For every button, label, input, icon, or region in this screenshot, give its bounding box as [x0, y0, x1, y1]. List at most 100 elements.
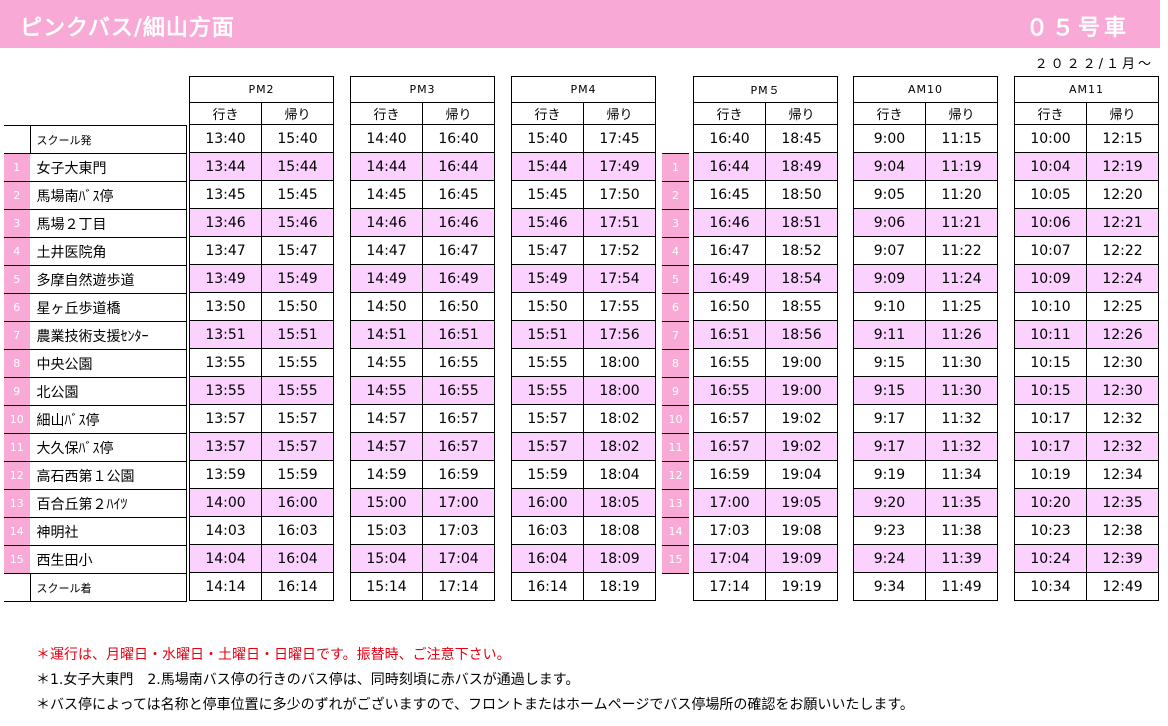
pm5-number-row: 9	[662, 377, 689, 406]
return-time: 16:03	[261, 516, 334, 545]
stop-number: 8	[4, 349, 31, 378]
outbound-time: 13:57	[189, 432, 262, 461]
outbound-time: 14:46	[350, 208, 423, 237]
timetable-pm4: PM4 行き 帰り 15:40 17:45 15:44 17:49 15:45 17:50 15:…	[511, 76, 656, 601]
outbound-time: 15:40	[511, 124, 584, 153]
return-time: 17:52	[583, 236, 656, 265]
time-row: 14:59 16:59	[350, 460, 495, 489]
stop-row: 4 土井医院角	[4, 237, 187, 266]
outbound-time: 10:06	[1014, 208, 1087, 237]
stop-row: 6 星ヶ丘歩道橋	[4, 293, 187, 322]
return-time: 18:02	[583, 432, 656, 461]
time-row: 9:17 11:32	[853, 404, 998, 433]
return-time: 16:40	[422, 124, 495, 153]
time-row: 14:03 16:03	[189, 516, 334, 545]
outbound-time: 14:00	[189, 488, 262, 517]
direction-header-row: 行き 帰り	[693, 102, 838, 125]
return-time: 17:45	[583, 124, 656, 153]
time-row: 16:55 19:00	[693, 348, 838, 377]
outbound-time: 13:55	[189, 376, 262, 405]
time-row: 15:14 17:14	[350, 572, 495, 601]
time-row: 9:23 11:38	[853, 516, 998, 545]
time-row: 9:06 11:21	[853, 208, 998, 237]
outbound-time: 13:44	[189, 152, 262, 181]
effective-date: ２０２２/１月～	[1034, 57, 1154, 72]
outbound-time: 13:59	[189, 460, 262, 489]
time-row: 9:15 11:30	[853, 348, 998, 377]
pm5-number-row: 7	[662, 321, 689, 350]
page-header: ピンクバス/細山方面 ０５号車	[0, 0, 1160, 48]
slot-label: PM５	[693, 76, 838, 103]
stop-number: 14	[662, 517, 689, 546]
time-row: 14:40 16:40	[350, 124, 495, 153]
pm5-number-row: 14	[662, 517, 689, 546]
return-time: 17:04	[422, 544, 495, 573]
return-time: 18:04	[583, 460, 656, 489]
return-time: 12:32	[1086, 432, 1159, 461]
return-time: 12:30	[1086, 376, 1159, 405]
outbound-time: 14:51	[350, 320, 423, 349]
return-time: 19:02	[765, 404, 838, 433]
stop-name: 女子大東門	[29, 153, 187, 182]
return-time: 16:55	[422, 348, 495, 377]
pm5-number-row: 5	[662, 265, 689, 294]
stop-name: 星ヶ丘歩道橋	[29, 293, 187, 322]
outbound-time: 10:23	[1014, 516, 1087, 545]
stop-number: 3	[4, 209, 31, 238]
return-time: 18:08	[583, 516, 656, 545]
stop-name: 馬場２丁目	[29, 209, 187, 238]
time-row: 15:47 17:52	[511, 236, 656, 265]
pm5-number-row: 1	[662, 153, 689, 182]
return-time: 18:02	[583, 404, 656, 433]
return-time: 16:57	[422, 432, 495, 461]
stop-name: 農業技術支援ｾﾝﾀｰ	[29, 321, 187, 350]
return-time: 11:39	[925, 544, 998, 573]
outbound-time: 10:04	[1014, 152, 1087, 181]
outbound-time: 9:11	[853, 320, 926, 349]
outbound-time: 9:00	[853, 124, 926, 153]
return-time: 17:51	[583, 208, 656, 237]
outbound-time: 17:14	[693, 572, 766, 601]
stop-number: 5	[4, 265, 31, 294]
outbound-time: 15:47	[511, 236, 584, 265]
time-row: 16:50 18:55	[693, 292, 838, 321]
stop-row: 8 中央公園	[4, 349, 187, 378]
outbound-time: 14:55	[350, 348, 423, 377]
time-row: 10:09 12:24	[1014, 264, 1159, 293]
direction-go-label: 行き	[853, 102, 926, 125]
stop-number: 1	[4, 153, 31, 182]
time-row: 16:14 18:19	[511, 572, 656, 601]
return-time: 15:51	[261, 320, 334, 349]
slot-label: PM3	[350, 76, 495, 103]
red-bus-note: ＊1.女子大東門 2.馬場南バス停の行きのバス停は、同時刻頃に赤バスが通過します…	[36, 672, 580, 688]
time-row: 15:03 17:03	[350, 516, 495, 545]
time-row: 10:15 12:30	[1014, 348, 1159, 377]
direction-go-label: 行き	[1014, 102, 1087, 125]
time-row: 14:04 16:04	[189, 544, 334, 573]
outbound-time: 15:49	[511, 264, 584, 293]
stop-number: 11	[4, 433, 31, 462]
pm5-number-row: 6	[662, 293, 689, 322]
time-row: 9:19 11:34	[853, 460, 998, 489]
outbound-time: 10:17	[1014, 432, 1087, 461]
outbound-time: 13:55	[189, 348, 262, 377]
timetable-pm2: PM2 行き 帰り 13:40 15:40 13:44 15:44 13:45 15:45 13:…	[189, 76, 334, 601]
direction-go-label: 行き	[189, 102, 262, 125]
time-row: 9:11 11:26	[853, 320, 998, 349]
page-title: ピンクバス/細山方面	[20, 16, 235, 41]
outbound-time: 16:57	[693, 404, 766, 433]
outbound-time: 9:09	[853, 264, 926, 293]
stop-name: 大久保ﾊﾞｽ停	[29, 433, 187, 462]
outbound-time: 13:46	[189, 208, 262, 237]
stop-row: 11 大久保ﾊﾞｽ停	[4, 433, 187, 462]
slot-label: AM11	[1014, 76, 1159, 103]
outbound-time: 10:07	[1014, 236, 1087, 265]
time-row: 15:55 18:00	[511, 376, 656, 405]
stop-number: 1	[662, 153, 689, 182]
return-time: 15:59	[261, 460, 334, 489]
outbound-time: 9:24	[853, 544, 926, 573]
outbound-time: 15:57	[511, 404, 584, 433]
outbound-time: 9:15	[853, 376, 926, 405]
time-row: 14:14 16:14	[189, 572, 334, 601]
time-row: 9:00 11:15	[853, 124, 998, 153]
